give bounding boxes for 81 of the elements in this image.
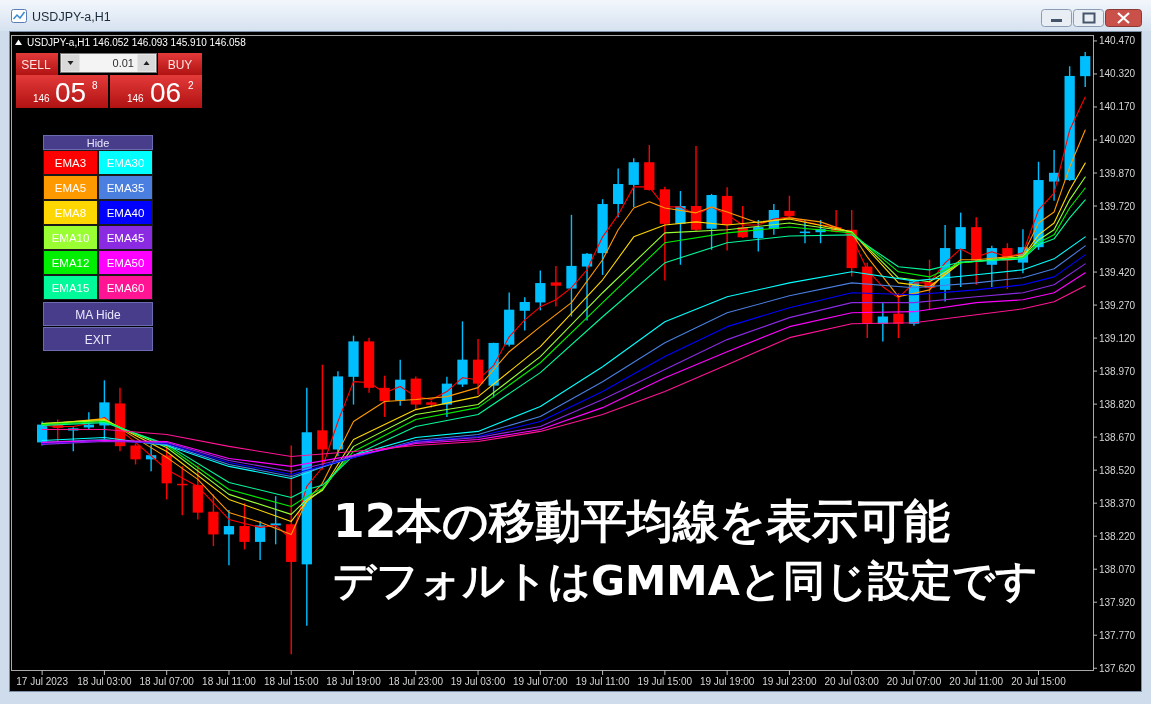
x-tick-label: 18 Jul 15:00	[263, 676, 319, 687]
text: EMA8	[54, 207, 87, 219]
text: EMA5	[54, 182, 87, 194]
y-tick-label: 138.670	[1099, 431, 1136, 443]
y-tick-label: 140.020	[1099, 134, 1136, 146]
annotation: 12本の移動平均線を表示可能	[333, 495, 951, 548]
annotation: 06	[150, 77, 182, 108]
candlestick	[613, 167, 624, 218]
x-tick-label: 20 Jul 15:00	[1011, 676, 1067, 687]
annotation: Hide	[86, 137, 110, 149]
x-tick-label: 18 Jul 19:00	[326, 676, 382, 687]
y-tick-label: 139.570	[1099, 233, 1136, 245]
text: EMA60	[106, 282, 145, 294]
annotation: BUY	[167, 58, 193, 72]
candlestick	[955, 211, 966, 288]
candlestick	[223, 509, 235, 566]
y-tick-label: 138.370	[1099, 497, 1136, 509]
x-tick-label: 18 Jul 03:00	[77, 676, 133, 687]
annotation: MA Hide	[75, 308, 121, 322]
candlestick	[317, 364, 328, 471]
chart-title: USDJPY-a,H1	[32, 10, 111, 24]
y-tick-label: 137.770	[1099, 629, 1136, 641]
y-tick-label: 139.870	[1099, 167, 1136, 179]
candlestick	[519, 296, 530, 332]
text: EMA30	[106, 157, 145, 169]
text: EMA45	[106, 232, 145, 244]
candlestick	[270, 495, 281, 546]
x-tick-label: 19 Jul 07:00	[513, 676, 568, 687]
x-tick-label: 19 Jul 15:00	[637, 676, 693, 687]
x-tick-label: 18 Jul 23:00	[388, 676, 444, 687]
y-tick-label: 139.720	[1099, 200, 1136, 212]
x-tick-label: 20 Jul 03:00	[824, 676, 880, 687]
candlestick	[628, 157, 639, 208]
y-tick-label: 139.420	[1099, 266, 1136, 278]
x-tick-label: 20 Jul 07:00	[886, 676, 942, 687]
candlestick	[784, 194, 795, 218]
y-tick-label: 140.470	[1099, 35, 1136, 47]
x-tick-label: 18 Jul 07:00	[139, 676, 195, 687]
annotation: EXIT	[84, 333, 113, 347]
candlestick	[550, 265, 562, 308]
candlestick	[581, 252, 593, 322]
y-tick-label: 140.170	[1099, 101, 1136, 113]
text: EMA15	[51, 282, 90, 294]
x-tick-label: 18 Jul 11:00	[202, 676, 257, 687]
text: EMA40	[106, 207, 145, 219]
y-tick-label: 138.070	[1099, 563, 1136, 575]
chart-subtitle: USDJPY-a,H1 146.052 146.093 145.910 146.058	[27, 37, 247, 48]
x-tick-label: 20 Jul 11:00	[949, 676, 1004, 687]
y-tick-label: 138.520	[1099, 464, 1136, 476]
y-tick-label: 138.820	[1099, 398, 1136, 410]
text: EMA10	[51, 232, 90, 244]
y-tick-label: 139.270	[1099, 299, 1136, 311]
text: EMA12	[51, 257, 90, 269]
candlestick	[254, 520, 266, 561]
annotation: 2	[188, 80, 194, 91]
y-tick-label: 137.620	[1099, 662, 1136, 674]
annotation: 05	[55, 77, 87, 108]
annotation: 146	[127, 93, 145, 104]
annotation: 8	[92, 80, 98, 91]
annotation: 146	[33, 93, 51, 104]
text: EMA50	[106, 257, 145, 269]
candlestick	[472, 338, 484, 396]
x-tick-label: 19 Jul 11:00	[575, 676, 630, 687]
candlestick	[130, 442, 141, 466]
y-tick-label: 139.120	[1099, 332, 1136, 344]
x-tick-label: 17 Jul 2023	[16, 676, 69, 687]
annotation: SELL	[21, 58, 51, 72]
y-tick-label: 137.920	[1099, 596, 1136, 608]
x-tick-label: 19 Jul 19:00	[699, 676, 755, 687]
y-tick-label: 140.320	[1099, 68, 1136, 80]
x-tick-label: 19 Jul 23:00	[762, 676, 818, 687]
text: EMA3	[54, 157, 87, 169]
text: EMA35	[106, 182, 145, 194]
annotation: デフォルトはGMMAと同じ設定です	[333, 556, 1038, 605]
annotation: 0.01	[112, 57, 134, 69]
x-tick-label: 19 Jul 03:00	[450, 676, 506, 687]
candlestick	[566, 214, 577, 318]
candlestick	[535, 269, 546, 312]
candlestick	[1080, 51, 1091, 88]
y-tick-label: 138.220	[1099, 530, 1136, 542]
y-tick-label: 138.970	[1099, 365, 1136, 377]
